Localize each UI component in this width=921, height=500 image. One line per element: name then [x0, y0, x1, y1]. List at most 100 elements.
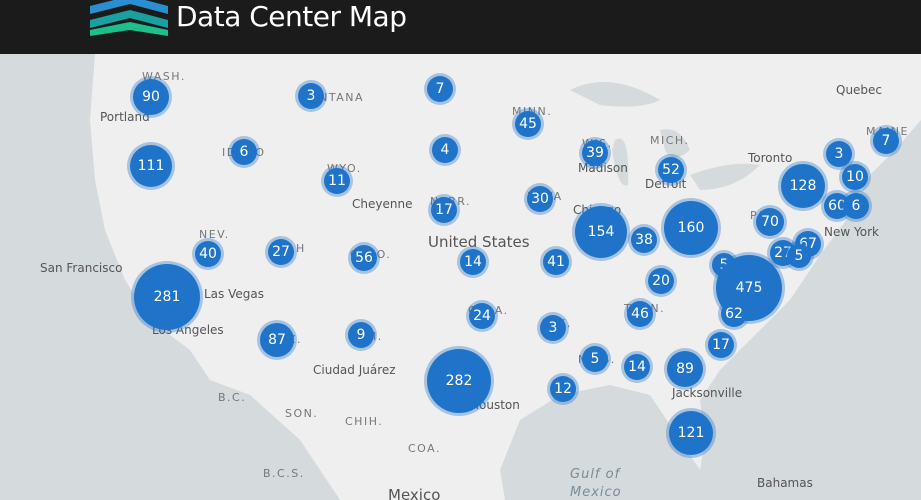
great-lakes	[570, 82, 760, 190]
cluster-marker[interactable]: 154	[572, 203, 630, 261]
cluster-marker[interactable]: 111	[127, 142, 175, 190]
cluster-count: 160	[678, 220, 705, 236]
cluster-count: 6	[240, 144, 249, 160]
cluster-count: 27	[272, 244, 290, 260]
cluster-count: 87	[268, 332, 286, 348]
cluster-dot	[631, 227, 657, 253]
cluster-marker[interactable]: 62	[718, 298, 750, 330]
cluster-marker[interactable]: 56	[348, 242, 380, 274]
cluster-marker[interactable]: 4	[429, 134, 461, 166]
cluster-count: 17	[712, 337, 730, 353]
cluster-marker[interactable]: 87	[257, 320, 297, 360]
cluster-marker[interactable]: 46	[624, 298, 656, 330]
cluster-dot	[648, 268, 674, 294]
cluster-marker[interactable]: 17	[428, 194, 460, 226]
place-label: Bahamas	[757, 476, 813, 490]
cluster-count: 7	[882, 133, 891, 149]
cluster-marker[interactable]: 41	[540, 246, 572, 278]
cluster-marker[interactable]: 17	[705, 329, 737, 361]
cluster-marker[interactable]: 3	[823, 138, 855, 170]
cluster-dot	[826, 141, 852, 167]
cluster-count: 3	[549, 320, 558, 336]
cluster-count: 5	[720, 257, 729, 273]
cluster-count: 90	[142, 89, 160, 105]
cluster-dot	[667, 351, 703, 387]
place-label: Mexico	[388, 486, 440, 500]
cluster-marker[interactable]: 24	[466, 300, 498, 332]
cluster-count: 4	[441, 142, 450, 158]
cluster-dot	[843, 193, 869, 219]
place-label: B.C.S.	[263, 467, 305, 480]
place-label: MICH.	[650, 134, 690, 147]
cluster-dot	[348, 322, 374, 348]
cluster-count: 7	[436, 81, 445, 97]
cluster-dot	[575, 206, 627, 258]
place-label: Mexico	[570, 485, 622, 500]
cluster-marker[interactable]: 12	[547, 373, 579, 405]
cluster-dot	[133, 79, 169, 115]
cluster-marker[interactable]: 27	[265, 236, 297, 268]
cluster-marker[interactable]: 10	[839, 161, 871, 193]
cluster-count: 9	[357, 327, 366, 343]
cluster-dot	[134, 264, 200, 330]
place-label: New York	[824, 225, 879, 239]
cluster-count: 14	[464, 254, 482, 270]
cluster-count: 39	[586, 145, 604, 161]
cluster-marker[interactable]: 38	[628, 224, 660, 256]
place-label: CHIH.	[345, 415, 383, 428]
cluster-marker[interactable]: 90	[130, 76, 172, 118]
cluster-dot	[787, 244, 811, 268]
cluster-dot	[469, 303, 495, 329]
cluster-dot	[756, 208, 784, 236]
cluster-marker[interactable]: 45	[512, 108, 544, 140]
cluster-marker[interactable]: 5	[579, 343, 611, 375]
logo	[90, 0, 168, 36]
cluster-dot	[427, 76, 453, 102]
cluster-dot	[540, 315, 566, 341]
cluster-marker[interactable]: 160	[661, 198, 721, 258]
cluster-marker[interactable]: 14	[457, 246, 489, 278]
cluster-marker[interactable]: 3	[295, 80, 327, 112]
cluster-marker[interactable]: 281	[131, 261, 203, 333]
cluster-count: 20	[652, 273, 670, 289]
cluster-count: 70	[761, 214, 779, 230]
cluster-marker[interactable]: 128	[778, 161, 828, 211]
cluster-marker[interactable]: 121	[666, 408, 716, 458]
cluster-dot	[824, 193, 850, 219]
place-label: Portland	[100, 110, 150, 124]
cluster-count: 38	[635, 232, 653, 248]
cluster-marker[interactable]: 5	[784, 241, 814, 271]
cluster-count: 5	[795, 248, 804, 264]
place-label: Cheyenne	[352, 197, 412, 211]
cluster-count: 45	[519, 116, 537, 132]
cluster-marker[interactable]: 70	[753, 205, 787, 239]
cluster-marker[interactable]: 89	[664, 348, 706, 390]
cluster-marker[interactable]: 282	[424, 346, 494, 416]
cluster-dot	[298, 83, 324, 109]
cluster-marker[interactable]: 40	[192, 238, 224, 270]
cluster-marker[interactable]: 30	[524, 183, 556, 215]
cluster-dot	[427, 349, 491, 413]
cluster-marker[interactable]: 6	[840, 190, 872, 222]
cluster-dot	[527, 186, 553, 212]
cluster-marker[interactable]: 7	[870, 125, 902, 157]
cluster-dot	[624, 354, 650, 380]
cluster-dot	[721, 301, 747, 327]
cluster-marker[interactable]: 9	[345, 319, 377, 351]
cluster-marker[interactable]: 3	[537, 312, 569, 344]
cluster-marker[interactable]: 14	[621, 351, 653, 383]
cluster-dot	[550, 376, 576, 402]
cluster-marker[interactable]: 52	[655, 154, 687, 186]
cluster-marker[interactable]: 6	[228, 136, 260, 168]
cluster-count: 111	[138, 158, 165, 174]
cluster-marker[interactable]: 60	[821, 190, 853, 222]
place-label: Quebec	[836, 83, 882, 97]
cluster-marker[interactable]: 39	[579, 137, 611, 169]
cluster-marker[interactable]: 7	[424, 73, 456, 105]
cluster-dot	[432, 137, 458, 163]
cluster-marker[interactable]: 20	[645, 265, 677, 297]
cluster-marker[interactable]: 11	[321, 165, 353, 197]
cluster-count: 30	[531, 191, 549, 207]
